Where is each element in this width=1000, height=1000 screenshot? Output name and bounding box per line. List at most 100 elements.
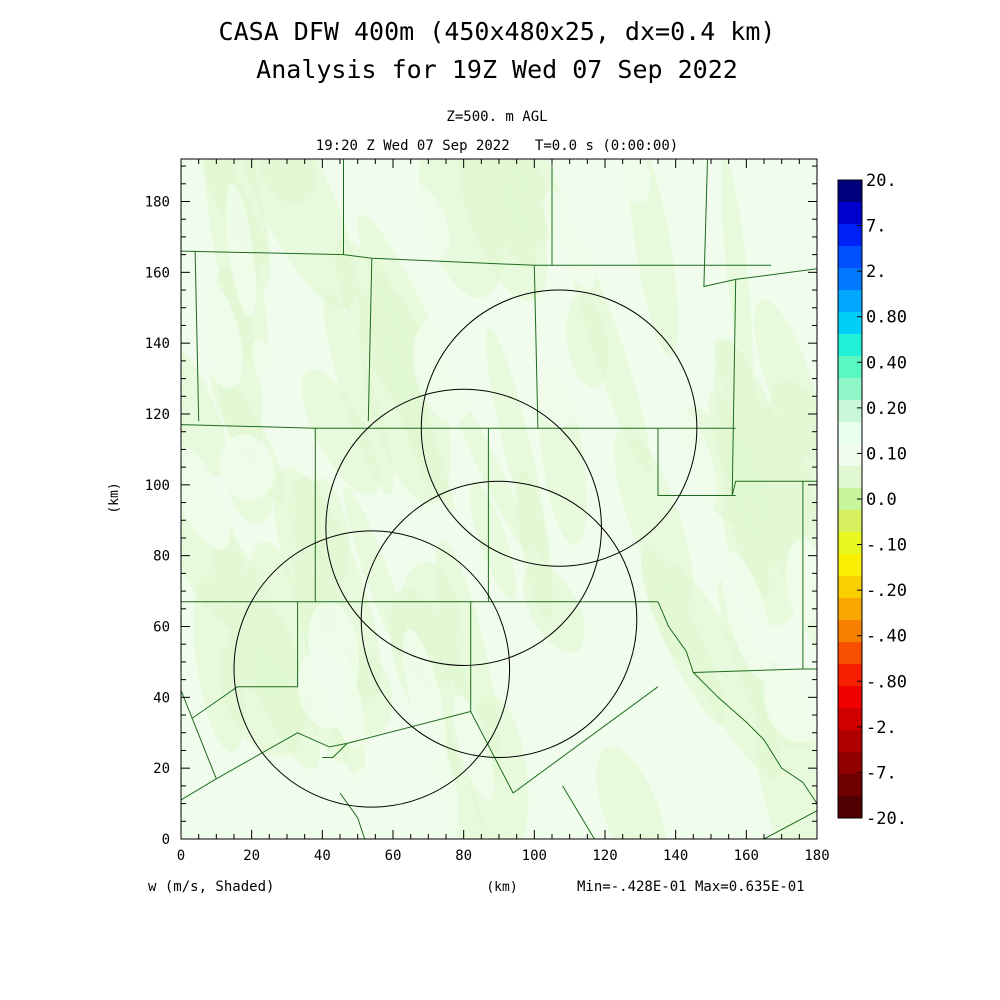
w-shading-streak bbox=[714, 337, 778, 450]
colorbar-segment bbox=[838, 180, 862, 203]
x-axis-label: (km) bbox=[486, 880, 517, 895]
colorbar-segment bbox=[838, 532, 862, 555]
y-tick-label: 140 bbox=[145, 336, 170, 352]
colorbar-segment bbox=[838, 488, 862, 511]
colorbar-label: -.40 bbox=[866, 627, 907, 647]
colorbar-segment bbox=[838, 554, 862, 577]
x-tick-label: 100 bbox=[522, 848, 547, 864]
valid-time-label: 19:20 Z Wed 07 Sep 2022 T=0.0 s (0:00:00… bbox=[316, 138, 678, 154]
y-tick-label: 160 bbox=[145, 265, 170, 281]
x-tick-label: 60 bbox=[385, 848, 402, 864]
w-shading-lull bbox=[758, 187, 803, 253]
w-shading-streak bbox=[469, 481, 517, 600]
w-shading-lull bbox=[611, 159, 651, 203]
y-tick-label: 20 bbox=[153, 761, 170, 777]
colorbar-label: 0.0 bbox=[866, 490, 897, 510]
w-shading-streak bbox=[523, 564, 585, 653]
colorbar-label: -.80 bbox=[866, 672, 907, 692]
radar-range-ring bbox=[233, 530, 511, 808]
y-tick-label: 100 bbox=[145, 478, 170, 494]
w-shading-lull bbox=[394, 704, 460, 839]
w-shading-lull bbox=[644, 387, 718, 515]
w-shading-streak bbox=[255, 159, 316, 206]
colorbar-segment bbox=[838, 444, 862, 467]
w-shading-streak bbox=[721, 159, 753, 388]
w-shading-streak bbox=[301, 369, 380, 496]
county-boundary bbox=[194, 251, 200, 422]
y-tick-label: 180 bbox=[145, 195, 170, 211]
colorbar-segment bbox=[838, 642, 862, 665]
colorbar-segment bbox=[838, 620, 862, 643]
county-boundary bbox=[322, 743, 348, 758]
level-label: Z=500. m AGL bbox=[446, 109, 547, 125]
field-label: w (m/s, Shaded) bbox=[148, 879, 274, 895]
y-tick-label: 120 bbox=[145, 407, 170, 423]
w-shading-lull bbox=[800, 159, 817, 209]
w-shading-lull bbox=[579, 159, 615, 202]
axis-ticks: 0 20 40 60 80 100 120 140 160 180 0 20 40 60 80 100 120 1… bbox=[145, 159, 830, 864]
w-shading-streak bbox=[497, 159, 552, 247]
colorbar-segment bbox=[838, 224, 862, 247]
colorbar-segment bbox=[838, 312, 862, 335]
w-shading-streak bbox=[566, 294, 609, 388]
y-tick-label: 60 bbox=[153, 620, 170, 636]
colorbar-segment bbox=[838, 400, 862, 423]
x-tick-label: 20 bbox=[243, 848, 260, 864]
y-tick-label: 0 bbox=[162, 832, 170, 848]
colorbar-segment bbox=[838, 334, 862, 357]
county-boundary bbox=[191, 601, 299, 720]
w-shading-streak bbox=[448, 384, 534, 558]
colorbar-label: 7. bbox=[866, 217, 886, 237]
colorbar-label: 20. bbox=[866, 171, 897, 191]
colorbar-label: 0.10 bbox=[866, 444, 907, 464]
colorbar-label: -7. bbox=[866, 763, 897, 783]
w-shading-streak bbox=[614, 427, 694, 608]
w-shading-streak bbox=[659, 560, 782, 779]
w-shading-lull bbox=[191, 278, 243, 389]
w-shading-streak bbox=[181, 331, 228, 477]
w-shading-streak bbox=[323, 292, 394, 495]
county-boundary bbox=[703, 159, 817, 288]
w-shading-lull bbox=[308, 600, 360, 700]
colorbar-segment bbox=[838, 686, 862, 709]
x-tick-label: 180 bbox=[804, 848, 829, 864]
colorbar-label: 0.80 bbox=[866, 308, 907, 328]
colorbar-label: -2. bbox=[866, 718, 897, 738]
w-shading-lull bbox=[346, 767, 396, 839]
x-tick-label: 40 bbox=[314, 848, 331, 864]
colorbar-label: 0.20 bbox=[866, 399, 907, 419]
colorbar-label: -.20 bbox=[866, 581, 907, 601]
w-shading-streak bbox=[767, 380, 817, 559]
w-shading-lull bbox=[225, 183, 256, 317]
colorbar-label: 0.40 bbox=[866, 353, 907, 373]
w-shading-lull bbox=[395, 181, 450, 260]
county-boundary bbox=[657, 428, 736, 496]
colorbar-label: 2. bbox=[866, 262, 886, 282]
colorbar-segment bbox=[838, 422, 862, 445]
w-shading-lull bbox=[412, 319, 474, 424]
colorbar-segment bbox=[838, 510, 862, 533]
w-shading-streak bbox=[722, 391, 816, 539]
county-boundary bbox=[657, 601, 817, 674]
colorbar-segment bbox=[838, 774, 862, 797]
colorbar-segment bbox=[838, 752, 862, 775]
plot-area: 0 20 40 60 80 100 120 140 160 180 0 20 40 60 80 100 120 1… bbox=[145, 158, 830, 864]
colorbar-segment bbox=[838, 598, 862, 621]
w-shading-streak bbox=[212, 533, 320, 770]
w-shading-streak bbox=[343, 486, 413, 669]
colorbar: 20. 7. 2. 0.80 0.40 0.20 0.10 0.0 -.10 -.20 -.40 -.… bbox=[837, 171, 907, 829]
radar-range-ring bbox=[360, 480, 638, 759]
colorbar-segment bbox=[838, 730, 862, 753]
colorbar-segment bbox=[838, 290, 862, 313]
colorbar-segment bbox=[838, 796, 862, 819]
x-tick-label: 80 bbox=[455, 848, 472, 864]
w-shading-streak bbox=[334, 239, 421, 409]
colorbar-segment bbox=[838, 378, 862, 401]
y-tick-label: 80 bbox=[153, 549, 170, 565]
colorbar-label: -20. bbox=[866, 809, 907, 829]
colorbar-segment bbox=[838, 708, 862, 731]
county-boundary bbox=[181, 690, 217, 779]
w-shading-lull bbox=[763, 661, 817, 743]
x-tick-label: 0 bbox=[177, 848, 185, 864]
county-boundary bbox=[470, 686, 659, 794]
